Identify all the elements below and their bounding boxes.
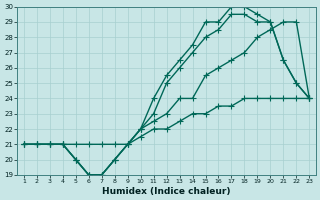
X-axis label: Humidex (Indice chaleur): Humidex (Indice chaleur) xyxy=(102,187,231,196)
